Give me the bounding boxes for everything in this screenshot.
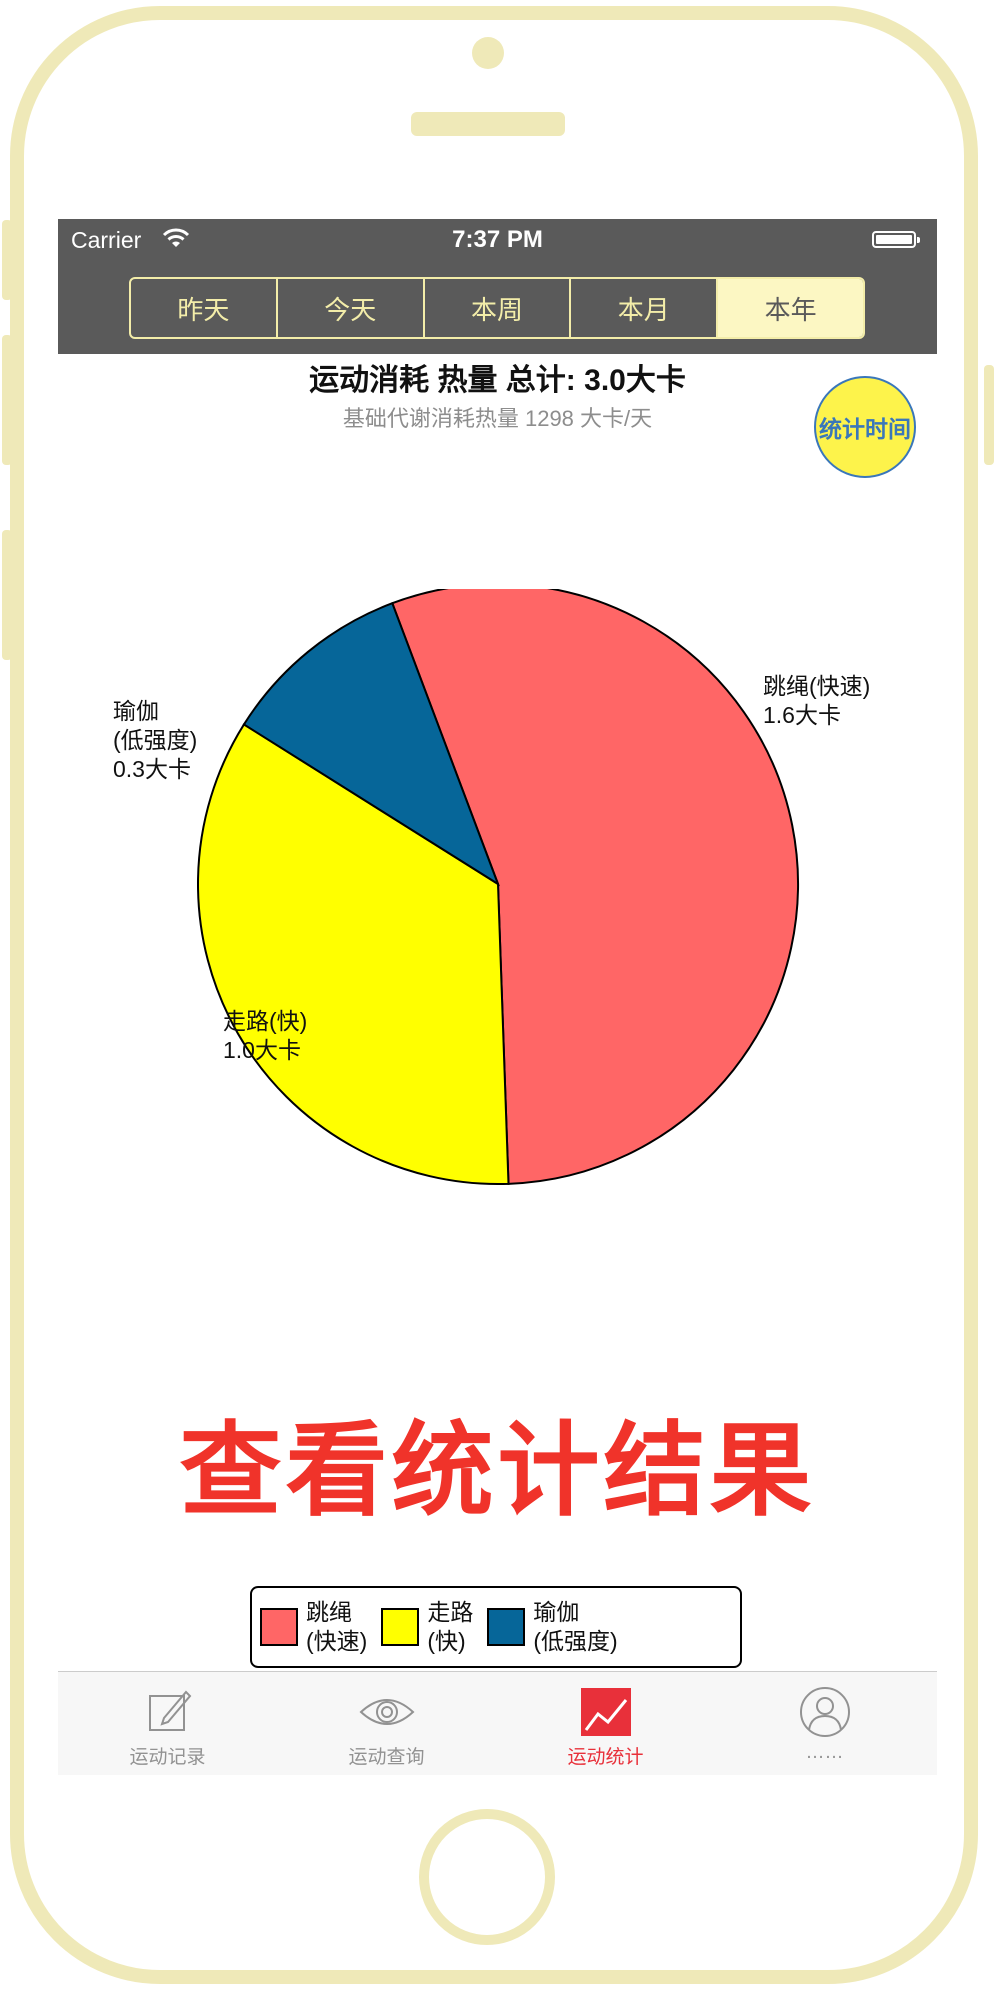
user-icon (797, 1686, 853, 1738)
legend-swatch (260, 1608, 298, 1646)
wifi-icon (162, 228, 190, 247)
segment-4[interactable]: 本年 (718, 279, 863, 337)
speaker-grille (411, 112, 565, 136)
legend-label: 走路 (快) (427, 1599, 474, 1654)
eye-icon (359, 1686, 415, 1738)
tab-label: 运动统计 (567, 1747, 644, 1768)
pie-slice-2 (242, 601, 500, 887)
bmr-subtitle: 基础代谢消耗热量 1298 大卡/天 (342, 406, 653, 431)
tab-user[interactable]: …… (715, 1672, 934, 1775)
tab-label: 运动查询 (348, 1747, 425, 1768)
legend-label: 瑜伽 (低强度) (533, 1599, 618, 1654)
legend-swatch (381, 1608, 420, 1646)
segment-0[interactable]: 昨天 (131, 279, 278, 337)
side-button (2, 335, 12, 465)
pie-label-0: 跳绳(快速) 1.6大卡 (763, 673, 870, 728)
chart-legend: 跳绳 (快速) 走路 (快) 瑜伽 (低强度) (250, 1586, 742, 1668)
tab-chart[interactable]: 运动统计 (496, 1672, 715, 1775)
tab-eye[interactable]: 运动查询 (277, 1672, 496, 1775)
side-button (2, 530, 12, 660)
period-segmented-control: 昨天 今天 本周 本月 本年 (129, 277, 865, 339)
summary-total-unit: 大卡 (625, 364, 686, 397)
side-button (984, 365, 994, 465)
tab-label: 运动记录 (129, 1747, 206, 1768)
legend-item: 瑜伽 (低强度) (487, 1598, 618, 1656)
segment-1[interactable]: 今天 (278, 279, 425, 337)
segment-3[interactable]: 本月 (571, 279, 719, 337)
legend-item: 走路 (快) (381, 1598, 473, 1656)
legend-label: 跳绳 (快速) (306, 1599, 368, 1654)
tab-bar: 运动记录 运动查询 运动统计 …… (58, 1671, 937, 1775)
pie-slice-1 (197, 723, 510, 1185)
tab-label: …… (805, 1742, 844, 1763)
legend-swatch (487, 1608, 526, 1646)
legend-item: 跳绳 (快速) (260, 1598, 367, 1656)
status-time: 7:37 PM (452, 226, 543, 253)
segment-2[interactable]: 本周 (425, 279, 572, 337)
summary-title: 运动消耗 热量 总计: 3.0大卡 (58, 355, 937, 399)
edit-icon (140, 1686, 196, 1738)
summary-total-value: 3.0 (584, 364, 626, 397)
stat-time-button[interactable]: 统计时间 (814, 376, 916, 478)
tab-edit[interactable]: 运动记录 (58, 1672, 277, 1775)
side-button (2, 220, 12, 300)
chart-icon (578, 1686, 634, 1738)
pie-label-2: 瑜伽(低强度) 0.3大卡 (113, 698, 197, 782)
home-button[interactable] (419, 1809, 555, 1945)
view-results-caption: 查看统计结果 (179, 1414, 816, 1528)
summary-title-prefix: 运动消耗 热量 总计: (309, 364, 585, 397)
pie-slice-0 (391, 589, 799, 1185)
pie-label-1: 走路(快) 1.0大卡 (223, 1008, 307, 1063)
carrier-label: Carrier (71, 227, 142, 253)
camera-dot (472, 37, 504, 69)
app-screen: Carrier 7:37 PM 昨天 今天 本周 本月 本年 运动消耗 热量 总计: 3… (58, 219, 937, 1775)
battery-icon (872, 231, 920, 248)
top-bar: Carrier 7:37 PM 昨天 今天 本周 本月 本年 (58, 219, 937, 354)
